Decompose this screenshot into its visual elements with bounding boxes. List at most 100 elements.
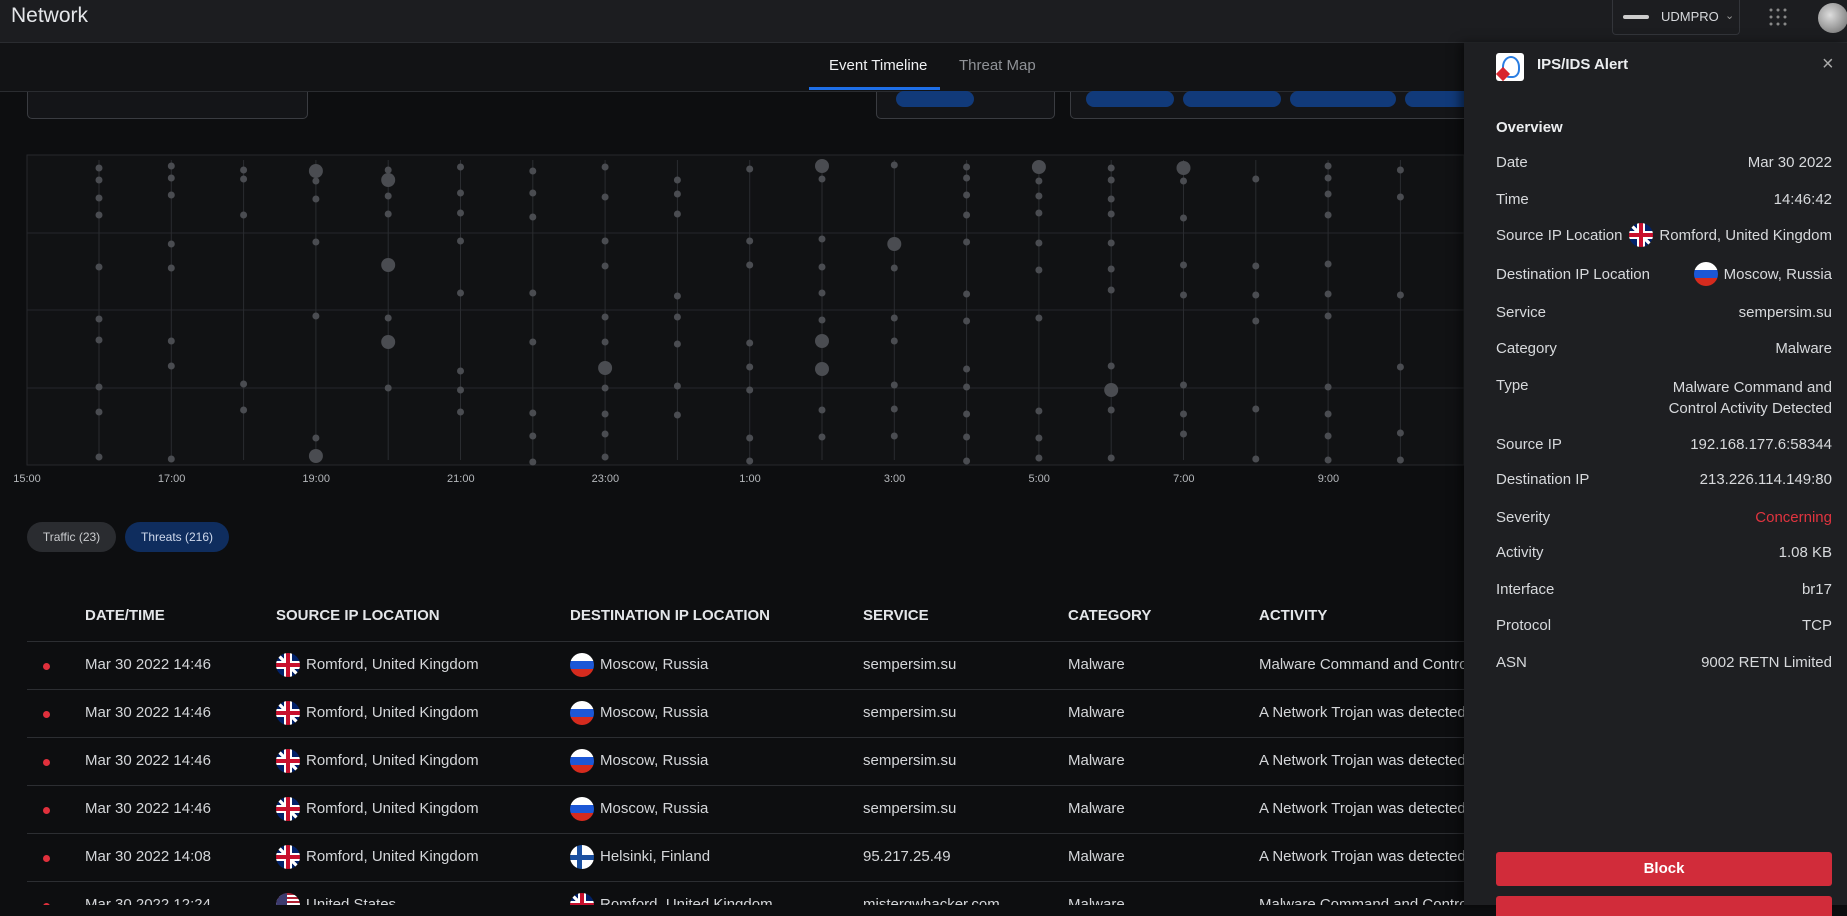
event-dot: [96, 165, 103, 172]
x-tick-label: 1:00: [739, 473, 760, 485]
event-dot: [963, 434, 970, 441]
event-dot: [1252, 406, 1259, 413]
event-dot: [963, 175, 970, 182]
field-value: TCP: [1802, 617, 1832, 634]
table-row[interactable]: [27, 689, 1464, 737]
section-title: Overview: [1496, 119, 1563, 136]
table-cell: Malware: [1068, 656, 1125, 673]
table-cell: A Network Trojan was detected: [1259, 800, 1464, 817]
event-dot: [602, 238, 609, 245]
table-cell: Romford, United Kingdom: [306, 752, 479, 769]
event-dot: [819, 236, 826, 243]
event-dot: [746, 458, 753, 465]
top-bar: Network UDMPRO ⌄: [0, 0, 1847, 43]
event-dot: [96, 212, 103, 219]
event-dot: [457, 190, 464, 197]
event-dot: [746, 435, 753, 442]
table-cell: Mar 30 2022 14:46: [85, 656, 211, 673]
event-dot: [1035, 267, 1042, 274]
event-dot: [819, 176, 826, 183]
event-dot: [1180, 411, 1187, 418]
pill: [896, 91, 974, 107]
event-dot: [312, 313, 319, 320]
event-dot: [385, 193, 392, 200]
event-dot: [674, 177, 681, 184]
flag-icon: [276, 653, 300, 677]
tab[interactable]: Event Timeline: [829, 57, 927, 74]
event-dot: [168, 241, 175, 248]
event-dot: [1108, 211, 1115, 218]
event-dot: [529, 214, 536, 221]
table-row[interactable]: [27, 737, 1464, 785]
x-tick-label: 21:00: [447, 473, 475, 485]
event-dot: [1397, 364, 1404, 371]
filter-button[interactable]: Traffic (23): [27, 522, 116, 552]
event-dot: [963, 192, 970, 199]
event-dot: [602, 164, 609, 171]
event-dot: [819, 264, 826, 271]
event-dot: [168, 163, 175, 170]
event-dot: [1108, 455, 1115, 462]
event-dot: [963, 411, 970, 418]
event-dot: [819, 317, 826, 324]
avatar[interactable]: [1818, 3, 1847, 33]
device-icon: [1623, 15, 1649, 19]
event-dot: [963, 384, 970, 391]
event-dot: [963, 458, 970, 465]
apps-icon[interactable]: [1768, 7, 1788, 27]
block-button[interactable]: Block: [1496, 852, 1832, 886]
field-value: 9002 RETN Limited: [1701, 654, 1832, 671]
field-label: ASN: [1496, 654, 1527, 671]
event-dot: [168, 192, 175, 199]
table-row[interactable]: [27, 833, 1464, 881]
event-dot: [674, 341, 681, 348]
table-cell: sempersim.su: [863, 800, 956, 817]
field-label: Service: [1496, 304, 1546, 321]
column-header: SERVICE: [863, 607, 929, 624]
filter-button[interactable]: Threats (216): [125, 522, 229, 552]
alert-icon: [1496, 53, 1524, 81]
event-dot: [1108, 363, 1115, 370]
table-cell: A Network Trojan was detected: [1259, 848, 1464, 865]
event-dot: [1397, 167, 1404, 174]
flag-icon: [1629, 223, 1653, 247]
event-dot: [385, 211, 392, 218]
event-dot: [240, 176, 247, 183]
event-dot: [1325, 384, 1332, 391]
column-header: ACTIVITY: [1259, 607, 1327, 624]
tab[interactable]: Threat Map: [959, 57, 1036, 74]
table-cell: Malware: [1068, 800, 1125, 817]
table-cell: Malware: [1068, 752, 1125, 769]
device-selector[interactable]: UDMPRO ⌄: [1612, 0, 1740, 35]
flag-icon: [570, 749, 594, 773]
table-cell: Moscow, Russia: [600, 800, 708, 817]
app-title: Network: [11, 4, 88, 28]
x-tick-label: 15:00: [13, 473, 41, 485]
pill: [1183, 91, 1281, 107]
severity-dot: [43, 711, 50, 718]
action-button[interactable]: [1496, 896, 1832, 916]
card: [27, 92, 308, 119]
field-value: 213.226.114.149:80: [1700, 471, 1832, 488]
field-value: sempersim.su: [1739, 304, 1832, 321]
event-dot: [1180, 215, 1187, 222]
table-row[interactable]: [27, 785, 1464, 833]
tab-bar: Event Timeline Threat Map: [0, 43, 1464, 92]
event-dot: [309, 164, 323, 178]
table-cell: Romford, United Kingdom: [306, 800, 479, 817]
event-dot: [963, 366, 970, 373]
event-dot: [963, 239, 970, 246]
event-dot: [381, 258, 395, 272]
event-dot: [385, 167, 392, 174]
event-dot: [1032, 160, 1046, 174]
table-cell: Romford, United Kingdom: [306, 656, 479, 673]
event-dot: [168, 338, 175, 345]
close-button[interactable]: ×: [1822, 53, 1834, 76]
table-row[interactable]: [27, 641, 1464, 689]
event-dot: [674, 211, 681, 218]
event-dot: [1325, 212, 1332, 219]
event-dot: [96, 177, 103, 184]
field-value: Malware Command and Control Activity Det…: [1622, 377, 1832, 419]
flag-icon: [276, 701, 300, 725]
